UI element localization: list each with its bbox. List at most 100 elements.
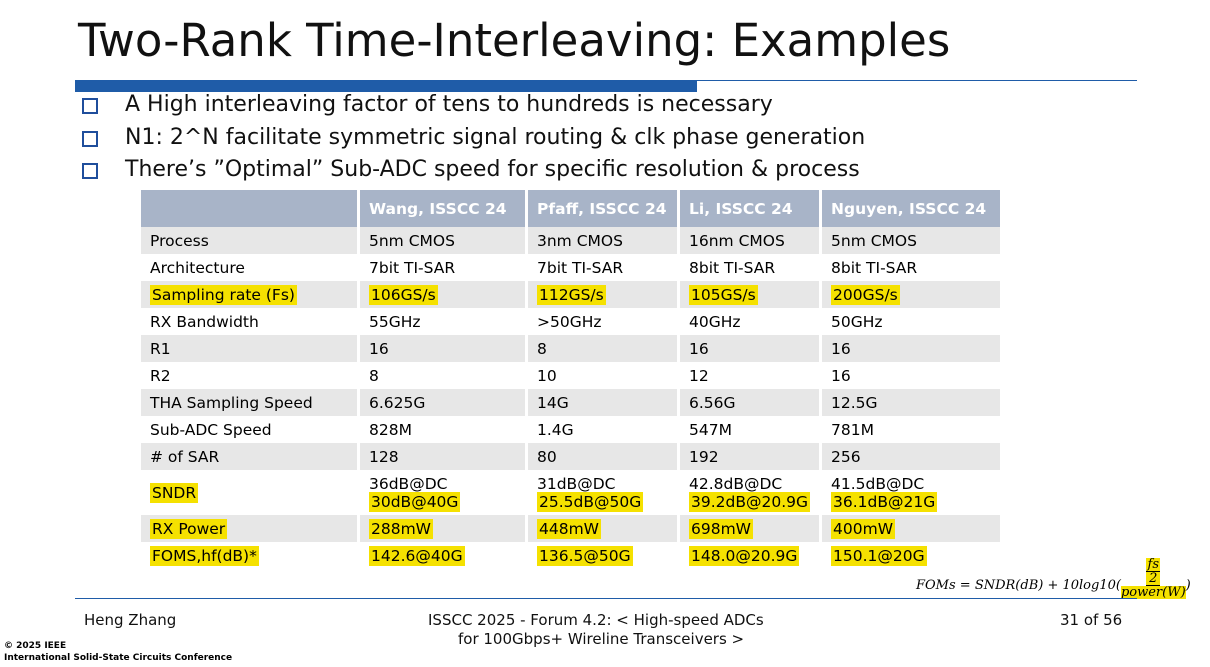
table-cell: 36dB@DC 30dB@40G [357, 470, 527, 515]
table-cell: Sampling rate (Fs) [138, 281, 359, 308]
table-cell: 448mW [525, 515, 679, 542]
rule-bar [75, 80, 697, 92]
table-cell: 112GS/s [525, 281, 679, 308]
cell-text: 288mW [369, 518, 434, 539]
cell-text: 16 [369, 339, 389, 358]
cell-text: 698mW [689, 518, 754, 539]
table-row: FOMS,hf(dB)* 142.6@40G 136.5@50G 148.0@20.9… [138, 542, 1000, 569]
table-cell: 828M [357, 416, 527, 443]
cell-line: 39.2dB@20.9G [689, 491, 811, 512]
cell-text: R1 [150, 339, 171, 358]
table-row: # of SAR 128 80 192 256 [138, 443, 1000, 470]
table-cell: 8 [525, 335, 679, 362]
cell-text: 448mW [537, 518, 602, 539]
cell-text: 1.4G [537, 420, 574, 439]
bullet-box [82, 163, 98, 179]
cell-text: Sampling rate (Fs) [150, 284, 297, 305]
cell-text: 7bit TI-SAR [537, 258, 624, 277]
table-row: THA Sampling Speed 6.625G 14G 6.56G 12.5G [138, 389, 1000, 416]
cell-text: 41.5dB@DC [831, 474, 925, 493]
header-cell [138, 190, 359, 227]
cell-text: 256 [831, 447, 861, 466]
table-cell: 142.6@40G [357, 542, 527, 569]
cell-line: 41.5dB@DC [831, 475, 991, 493]
cell-text: 105GS/s [689, 284, 758, 305]
table-cell: 7bit TI-SAR [357, 254, 527, 281]
table-cell: 55GHz [357, 308, 527, 335]
cell-text: 136.5@50G [537, 545, 633, 566]
footer-author: Heng Zhang [84, 611, 177, 629]
cell-text: Sub-ADC Speed [150, 420, 272, 439]
table-cell: 16 [676, 335, 821, 362]
table-cell: Process [138, 227, 359, 254]
cell-text: Process [150, 231, 209, 250]
cell-text: 7bit TI-SAR [369, 258, 456, 277]
cell-text: 150.1@20G [831, 545, 927, 566]
cell-line: 30dB@40G [369, 491, 516, 512]
table-cell: 1.4G [525, 416, 679, 443]
cell-text: 8 [369, 366, 379, 385]
cell-text: 400mW [831, 518, 896, 539]
table-cell: R1 [138, 335, 359, 362]
cell-text: 5nm CMOS [831, 231, 917, 250]
table-cell: 10 [525, 362, 679, 389]
table-row: Sub-ADC Speed 828M 1.4G 547M 781M [138, 416, 1000, 443]
cell-text: R2 [150, 366, 171, 385]
table-cell: 105GS/s [676, 281, 821, 308]
footer-rule [75, 598, 1137, 599]
table-cell: 256 [819, 443, 1000, 470]
table-cell: 781M [819, 416, 1000, 443]
cell-text: 547M [689, 420, 732, 439]
cell-text: 42.8dB@DC [689, 474, 783, 493]
formula-text: FOMs = SNDR(dB) + 10log10( [916, 578, 1121, 593]
bullet: N1: 2^N facilitate symmetric signal rout… [125, 125, 866, 150]
table-row: Process 5nm CMOS 3nm CMOS 16nm CMOS 5nm CMOS [138, 227, 1000, 254]
cell-text: 6.625G [369, 393, 426, 412]
column-header: Li, ISSCC 24 [676, 190, 821, 227]
cell-text: 14G [537, 393, 569, 412]
table-row: R1 16 8 16 16 [138, 335, 1000, 362]
table-cell: 192 [676, 443, 821, 470]
table-cell: 698mW [676, 515, 821, 542]
cell-text: 55GHz [369, 312, 421, 331]
table-cell: 547M [676, 416, 821, 443]
table-cell: 42.8dB@DC 39.2dB@20.9G [676, 470, 821, 515]
cell-text: 3nm CMOS [537, 231, 623, 250]
table-cell: 7bit TI-SAR [525, 254, 679, 281]
cell-text: 16 [831, 366, 851, 385]
formula-text: fs [1147, 557, 1160, 572]
cell-text: 40GHz [689, 312, 741, 331]
table-cell: 148.0@20.9G [676, 542, 821, 569]
column-header: Wang, ISSCC 24 [357, 190, 527, 227]
cell-text: 25.5dB@50G [537, 491, 644, 512]
table-cell: >50GHz [525, 308, 679, 335]
cell-text: 8bit TI-SAR [689, 258, 776, 277]
formula-text: ) [1185, 578, 1191, 593]
table-cell: Architecture [138, 254, 359, 281]
table-cell: 40GHz [676, 308, 821, 335]
cell-text: 50GHz [831, 312, 883, 331]
footer-page: 31 of 56 [1060, 611, 1123, 629]
cell-text: 30dB@40G [369, 491, 461, 512]
footer-forum: ISSCC 2025 - Forum 4.2: < High-speed ADC… [428, 611, 764, 629]
table-cell: 8bit TI-SAR [819, 254, 1000, 281]
cell-text: 16nm CMOS [689, 231, 785, 250]
cell-text: 12 [689, 366, 709, 385]
table-cell: 16nm CMOS [676, 227, 821, 254]
table-cell: FOMS,hf(dB)* [138, 542, 359, 569]
table: Wang, ISSCC 24 Pfaff, ISSCC 24 Li, ISSCC 2… [138, 190, 1000, 569]
table-cell: 5nm CMOS [819, 227, 1000, 254]
cell-line: 36.1dB@21G [831, 491, 991, 512]
cell-text: 142.6@40G [369, 545, 465, 566]
table-cell: 16 [819, 335, 1000, 362]
table-cell: SNDR [138, 470, 359, 515]
cell-text: SNDR [150, 482, 199, 503]
title: Two-Rank Time-Interleaving: Examples [78, 14, 951, 67]
table-cell: 80 [525, 443, 679, 470]
table-cell: 150.1@20G [819, 542, 1000, 569]
cell-text: 36dB@DC [369, 474, 448, 493]
cell-text: 200GS/s [831, 284, 900, 305]
cell-text: 112GS/s [537, 284, 606, 305]
table-cell: 50GHz [819, 308, 1000, 335]
